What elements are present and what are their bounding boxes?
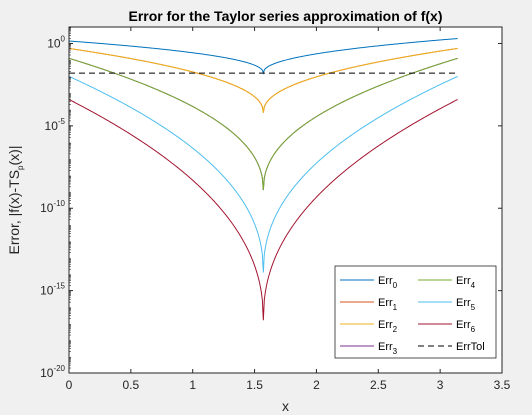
legend-label: Err2 — [378, 319, 398, 334]
axes-box — [68, 26, 503, 374]
x-tick-label: 1 — [189, 378, 196, 392]
legend: Err0 Err4 Err1 Err5 Err2 Err6 Err3 ErrTol — [334, 265, 497, 359]
legend-label: Err5 — [456, 297, 476, 312]
y-axis-label-sub: p — [16, 165, 25, 170]
y-ticks: 10-20 10-15 10-10 10-5 100 — [40, 27, 502, 380]
x-axis-label: x — [282, 398, 289, 414]
legend-label: Err6 — [456, 319, 476, 334]
series-line-err5 — [68, 75, 458, 273]
y-tick-label: 10-15 — [40, 282, 65, 298]
legend-box — [334, 265, 497, 359]
series-line-err4 — [68, 57, 458, 191]
series-line-err2 — [68, 47, 458, 113]
x-tick-label: 1.5 — [246, 378, 263, 392]
y-axis-label-tail: (x)| — [6, 146, 22, 166]
y-tick-label: 10-10 — [40, 199, 65, 215]
y-tick-label: 10-20 — [40, 364, 65, 380]
plot-lines — [68, 38, 458, 321]
y-axis-label: Error, |f(x)-TSp(x)| — [6, 146, 25, 255]
series-line-err6 — [68, 99, 458, 321]
y-tick-label: 10-5 — [45, 117, 66, 133]
x-tick-label: 2.5 — [370, 378, 387, 392]
x-tick-label: 3 — [437, 378, 444, 392]
x-tick-label: 0 — [66, 378, 73, 392]
x-tick-label: 0.5 — [123, 378, 140, 392]
x-tick-label: 3.5 — [494, 378, 511, 392]
legend-label: Err3 — [378, 341, 398, 356]
y-axis-label-main: Error, |f(x)-TS — [6, 170, 22, 255]
x-ticks: 0 0.5 1 1.5 2 2.5 3 3.5 — [66, 27, 511, 392]
y-tick-label: 100 — [47, 34, 65, 50]
legend-label: Err1 — [378, 297, 398, 312]
legend-label: Err4 — [456, 275, 476, 290]
legend-label: ErrTol — [456, 341, 485, 353]
chart-title: Error for the Taylor series approximatio… — [128, 8, 442, 24]
legend-label: Err0 — [378, 275, 398, 290]
x-tick-label: 2 — [313, 378, 320, 392]
